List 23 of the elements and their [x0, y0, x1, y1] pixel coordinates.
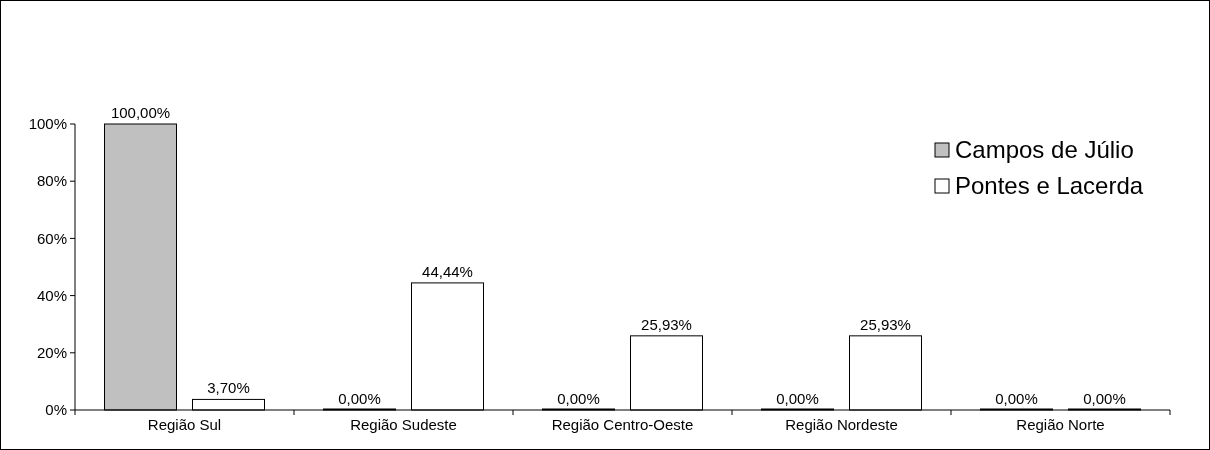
- data-label: 25,93%: [641, 315, 692, 333]
- data-label: 3,70%: [207, 379, 250, 397]
- data-label: 0,00%: [776, 390, 819, 407]
- data-label: 0,00%: [338, 390, 381, 407]
- data-label: 44,44%: [422, 262, 473, 280]
- x-tick-label: Região Sudeste: [350, 416, 457, 433]
- data-label: 0,00%: [1083, 390, 1126, 407]
- data-label: 100,00%: [110, 104, 171, 121]
- data-label: 0,00%: [557, 390, 600, 407]
- data-label: 0,00%: [995, 390, 1038, 407]
- y-tick-label: 40%: [36, 286, 67, 304]
- y-tick-label: 100%: [28, 115, 67, 133]
- x-tick-label: Região Norte: [1016, 416, 1105, 433]
- y-tick-label: 80%: [36, 172, 67, 190]
- legend-label: Pontes e Lacerda: [955, 172, 1144, 200]
- y-tick-label: 20%: [36, 344, 67, 362]
- data-label: 25,93%: [860, 315, 911, 333]
- x-tick-label: Região Centro-Oeste: [551, 416, 694, 433]
- x-tick-label: Região Nordeste: [785, 416, 898, 433]
- legend-label: Campos de Júlio: [955, 136, 1134, 164]
- y-tick-label: 60%: [36, 229, 67, 247]
- y-tick-label: 0%: [45, 401, 67, 419]
- x-tick-label: Região Sul: [147, 416, 222, 433]
